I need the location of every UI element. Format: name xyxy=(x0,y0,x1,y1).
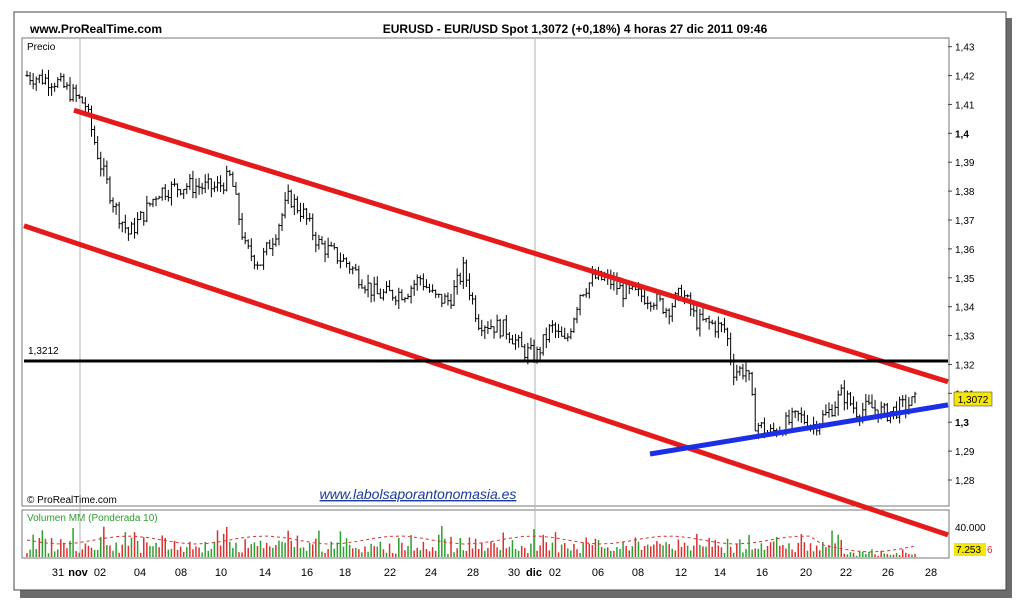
support-line xyxy=(649,402,949,457)
volume-last-label: 7.253 xyxy=(956,545,981,556)
volume-last-suffix: 6 xyxy=(987,545,993,556)
x-tick-label: 20 xyxy=(800,567,812,579)
y-tick-label: 1,32 xyxy=(955,360,975,371)
copyright-watermark: © ProRealTime.com xyxy=(27,495,117,506)
price-panel-label: Precio xyxy=(27,42,56,53)
y-tick-label: 1,42 xyxy=(955,72,975,83)
x-tick-label: 16 xyxy=(301,567,313,579)
x-tick-label: 24 xyxy=(425,567,437,579)
x-tick-label: 14 xyxy=(714,567,726,579)
x-axis-strip xyxy=(22,562,949,580)
y-tick-label: 1,34 xyxy=(955,303,975,314)
y-tick-label: 1,35 xyxy=(955,274,975,285)
resistance-label: 1,3212 xyxy=(28,346,59,357)
x-tick-label: 08 xyxy=(632,567,644,579)
symbol-info: EURUSD - EUR/USD Spot 1,3072 (+0,18%) 4 … xyxy=(383,22,768,36)
site-title: www.ProRealTime.com xyxy=(29,22,162,36)
x-tick-label: 26 xyxy=(882,567,894,579)
x-tick-label: 08 xyxy=(175,567,187,579)
y-tick-label: 1,29 xyxy=(955,447,975,458)
x-tick-label: 31 xyxy=(52,567,64,579)
site-watermark: www.labolsaporantonomasia.es xyxy=(320,486,517,502)
x-tick-label: 22 xyxy=(384,567,396,579)
volume-last-tag xyxy=(954,543,986,556)
x-tick-label: 28 xyxy=(925,567,937,579)
x-tick-label: 18 xyxy=(339,567,351,579)
volume-panel-label: Volumen MM (Ponderada 10) xyxy=(27,513,158,524)
x-tick-label: 14 xyxy=(259,567,271,579)
x-axis: 31 nov 02 04 08 10 14 16 18 22 24 28 30 dic 02 06 08 12 14… xyxy=(52,567,937,579)
y-tick-label: 1,39 xyxy=(955,158,975,169)
x-tick-label: 06 xyxy=(592,567,604,579)
x-tick-label: 22 xyxy=(840,567,852,579)
x-tick-label: 10 xyxy=(215,567,227,579)
y-tick-label: 1,43 xyxy=(955,43,975,54)
y-tick-label: 1,37 xyxy=(955,216,975,227)
y-tick-label: 1,38 xyxy=(955,187,975,198)
x-tick-label: 28 xyxy=(467,567,479,579)
volume-max-label: 40.000 xyxy=(955,523,986,534)
y-tick-label: 1,36 xyxy=(955,245,975,256)
x-tick-label: nov xyxy=(68,567,88,579)
volume-bars xyxy=(26,526,916,557)
x-tick-label: 02 xyxy=(549,567,561,579)
x-tick-label: 16 xyxy=(756,567,768,579)
x-tick-label: dic xyxy=(526,567,542,579)
x-tick-label: 30 xyxy=(508,567,520,579)
y-tick-label: 1,4 xyxy=(955,129,969,140)
y-tick-label: 1,28 xyxy=(955,476,975,487)
y-tick-label: 1,3 xyxy=(955,418,969,429)
x-tick-label: 04 xyxy=(134,567,146,579)
channel-upper-line xyxy=(73,107,949,385)
x-tick-label: 02 xyxy=(94,567,106,579)
volume-panel xyxy=(21,509,950,559)
channel-lower-line xyxy=(23,223,949,538)
last-price-tag xyxy=(953,391,993,407)
last-price-label: 1,3072 xyxy=(958,395,989,406)
y-tick-label: 1,41 xyxy=(955,100,975,111)
y-tick-label: 1,33 xyxy=(955,332,975,343)
grid xyxy=(79,38,536,558)
x-tick-label: 12 xyxy=(675,567,687,579)
volume-moving-average xyxy=(26,535,916,553)
